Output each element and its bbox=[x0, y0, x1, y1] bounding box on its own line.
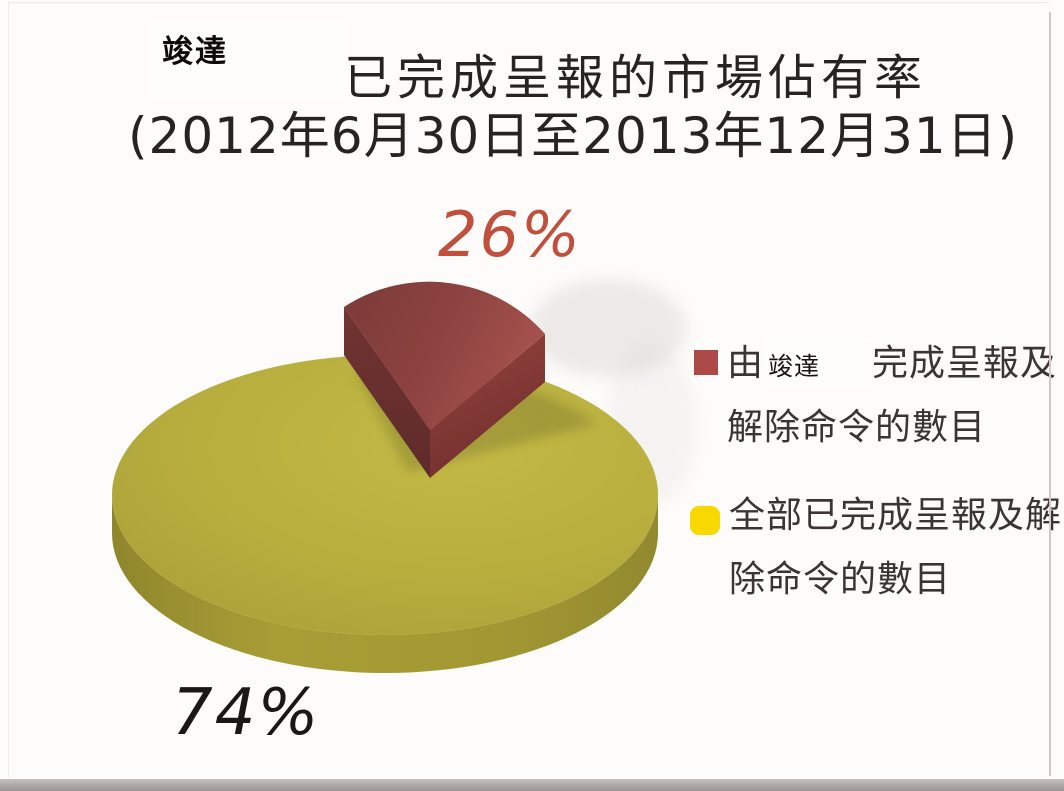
legend-label-1-prefix: 由 bbox=[727, 343, 765, 384]
pie-slice-74-side bbox=[112, 495, 658, 673]
page-bottom-bar bbox=[0, 779, 1064, 791]
legend-item-reported-by-company: 由竣達 完成呈報及 解除命令的數目 bbox=[694, 332, 1057, 460]
legend-label-2-line2: 除命令的數目 bbox=[729, 559, 952, 600]
data-label-26: 26% bbox=[438, 198, 582, 271]
legend-swatch-yellow bbox=[690, 506, 720, 535]
pie-slice-26-top bbox=[344, 281, 545, 430]
legend-overlay-stamp-text: 竣達 bbox=[768, 352, 821, 381]
overlay-stamp-text: 竣達 bbox=[162, 34, 228, 70]
legend-swatch-red bbox=[694, 350, 718, 375]
legend-label-1-line2: 解除命令的數目 bbox=[727, 407, 987, 448]
pie-slice-26-left-face bbox=[344, 307, 430, 478]
chart-title: 已完成呈報的市場佔有率 bbox=[344, 50, 928, 106]
pie-slice-26-front-face bbox=[430, 334, 545, 478]
page-border-left bbox=[8, 2, 9, 778]
data-label-74: 74% bbox=[172, 676, 321, 750]
legend-label-2-line1: 全部已完成呈報及解 bbox=[729, 495, 1063, 536]
page-border-right bbox=[1049, 12, 1051, 776]
page-border-top bbox=[8, 2, 1050, 3]
legend-overlay-patch: 竣達 bbox=[764, 337, 873, 387]
chart-subtitle-period: (2012年6月30日至2013年12月31日) bbox=[128, 107, 1019, 165]
legend-label-1: 由竣達 完成呈報及 解除命令的數目 bbox=[727, 332, 1057, 460]
legend-label-1-suffix: 完成呈報及 bbox=[872, 343, 1058, 384]
legend-label-2: 全部已完成呈報及解 除命令的數目 bbox=[729, 484, 1062, 612]
title-overlay-patch: 竣達 bbox=[148, 20, 348, 100]
legend-item-total-completed: 全部已完成呈報及解 除命令的數目 bbox=[690, 484, 1062, 612]
